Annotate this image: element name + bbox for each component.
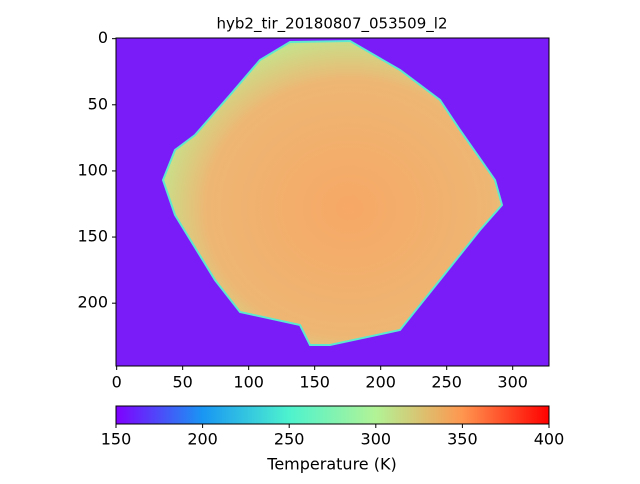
colorbar-tick-label: 400 [534, 430, 565, 449]
y-tick-label: 0 [98, 28, 108, 47]
colorbar-tick-label: 200 [187, 430, 218, 449]
x-tick-label: 150 [299, 373, 330, 392]
y-tick-label: 100 [77, 160, 108, 179]
axes-frame [115, 37, 550, 367]
y-tick-label: 200 [77, 293, 108, 312]
x-tick-label: 100 [233, 373, 264, 392]
asteroid [161, 39, 504, 346]
colorbar-tick-label: 150 [101, 430, 132, 449]
chart-title: hyb2_tir_20180807_053509_l2 [217, 15, 448, 34]
colorbar [115, 405, 550, 425]
x-tick-label: 200 [365, 373, 396, 392]
colorbar-tick-label: 250 [274, 430, 305, 449]
colorbar-tick-label: 350 [447, 430, 478, 449]
colorbar-tick-label: 300 [361, 430, 392, 449]
y-tick-label: 50 [88, 94, 108, 113]
x-tick-label: 250 [431, 373, 462, 392]
x-tick-label: 300 [497, 373, 528, 392]
colorbar-label: Temperature (K) [266, 455, 396, 474]
y-tick-label: 150 [77, 227, 108, 246]
x-tick-label: 0 [112, 373, 122, 392]
x-tick-label: 50 [172, 373, 192, 392]
